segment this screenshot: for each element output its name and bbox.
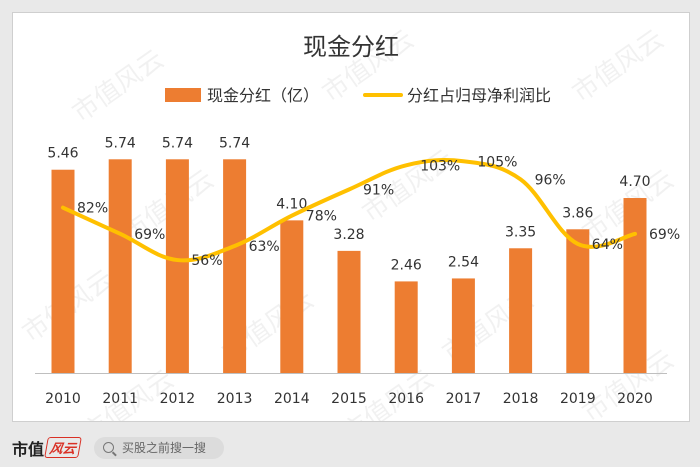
line-value-label: 69% [134,227,165,243]
line-value-label: 103% [420,158,460,174]
footer: 市值 风云 买股之前搜一搜 [0,428,700,467]
bar [337,250,361,373]
bar-value-label: 4.10 [276,196,307,212]
line-value-label: 63% [249,239,280,255]
x-tick-label: 2010 [45,391,81,407]
bar [451,278,475,373]
legend-label-bar: 现金分红（亿） [207,86,319,105]
line-value-label: 56% [191,253,222,269]
bar-value-label: 5.74 [219,135,250,151]
chart-title: 现金分红 [303,33,399,61]
x-tick-label: 2012 [160,391,196,407]
line-value-label: 78% [306,209,337,225]
brand-name: 市值 [12,439,45,459]
bar [394,281,418,373]
bar [280,220,304,373]
search-placeholder: 买股之前搜一搜 [122,441,207,455]
bar-value-label: 5.74 [162,135,193,151]
x-tick-label: 2018 [503,391,539,407]
bar [509,248,533,373]
legend: 现金分红（亿） 分红占归母净利润比 [165,86,551,105]
bar-value-label: 4.70 [619,174,650,190]
bar-value-label: 3.86 [562,205,593,221]
x-tick-label: 2020 [617,391,653,407]
bar [108,159,132,373]
line-value-label: 69% [649,227,680,243]
x-tick-label: 2016 [388,391,424,407]
bar-value-label: 5.74 [105,135,136,151]
bar [223,159,247,373]
x-tick-label: 2015 [331,391,367,407]
bar [165,159,189,373]
legend-label-line: 分红占归母净利润比 [407,86,551,105]
x-tick-label: 2017 [446,391,482,407]
search-icon [103,442,115,453]
line-value-label: 96% [535,172,566,188]
brand-mark: 风云 [44,437,82,458]
watermark-text: 市值风云 [67,44,169,128]
bar-value-label: 3.35 [505,224,536,240]
x-tick-label: 2013 [217,391,253,407]
legend-swatch-bar [165,88,201,102]
line-value-label: 82% [77,201,108,217]
bar-value-label: 5.46 [47,146,78,162]
chart-card: 市值风云市值风云市值风云市值风云市值风云市值风云市值风云市值风云市值风云市值风云… [12,12,690,422]
x-tick-label: 2011 [102,391,138,407]
bar [51,169,75,373]
bar [566,229,590,373]
watermark-text: 市值风云 [567,24,669,108]
line-series [61,158,637,263]
bar-value-label: 2.46 [391,257,422,273]
bar [623,198,647,373]
line-value-label: 91% [363,182,394,198]
search-box[interactable]: 买股之前搜一搜 [94,436,225,459]
chart: 市值风云市值风云市值风云市值风云市值风云市值风云市值风云市值风云市值风云市值风云… [17,24,680,421]
line-value-label: 105% [477,154,517,170]
brand-logo[interactable]: 市值 风云 [12,436,82,460]
bar-value-label: 2.54 [448,254,479,270]
x-tick-label: 2014 [274,391,310,407]
x-tick-label: 2019 [560,391,596,407]
plot-area: 5.46 2010 5.74 2011 5.74 2012 5.74 2013 4.10 2014… [35,135,680,407]
bar-value-label: 3.28 [333,227,364,243]
line-value-label: 64% [592,237,623,253]
